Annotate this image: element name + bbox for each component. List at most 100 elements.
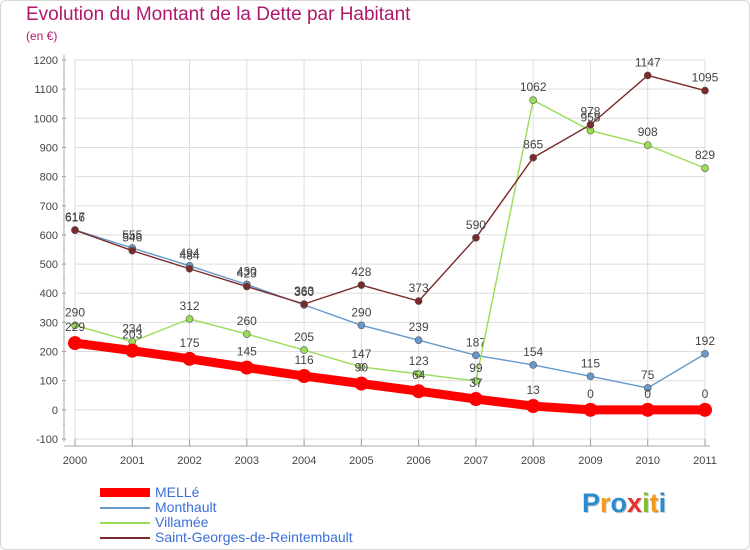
y-tick-label: 800: [40, 172, 58, 184]
data-point: [414, 370, 423, 378]
legend: MELLé Monthault Villamée Saint-Georges-d…: [100, 485, 353, 545]
data-label: 373: [409, 281, 429, 295]
data-point: [357, 363, 366, 371]
data-label: 1095: [692, 71, 719, 85]
data-label: 423: [237, 267, 257, 281]
data-point: [185, 315, 194, 323]
data-point: [472, 351, 480, 360]
series-line-0: [74, 338, 705, 415]
legend-label-villamee: Villamée: [155, 514, 209, 530]
data-label: 290: [351, 305, 371, 319]
data-label: 829: [695, 148, 715, 162]
data-point: [414, 297, 423, 305]
x-tick-label: 2003: [235, 455, 259, 467]
data-point: [643, 384, 652, 392]
x-tick-label: 2002: [177, 455, 201, 467]
data-label: 145: [237, 345, 257, 359]
data-label: 187: [466, 335, 486, 349]
data-label: 0: [702, 387, 709, 401]
data-point: [357, 321, 366, 330]
data-point: [586, 372, 595, 381]
legend-label-monthault: Monthault: [155, 499, 217, 515]
data-point: [300, 346, 308, 354]
y-tick-label: 700: [40, 201, 58, 213]
data-label: 978: [580, 105, 600, 119]
y-tick-label: 1000: [34, 113, 58, 125]
data-point: [643, 141, 652, 149]
data-point: [128, 246, 137, 255]
x-tick-label: 2005: [349, 455, 373, 467]
x-tick-label: 2011: [693, 455, 717, 467]
data-point: [357, 281, 366, 289]
series-line-2: [74, 99, 706, 382]
y-tick-label: 200: [40, 347, 58, 359]
x-tick-label: 2008: [521, 455, 545, 467]
data-point: [468, 392, 483, 407]
data-label: 360: [294, 285, 314, 299]
data-label: 192: [695, 334, 715, 348]
data-point: [300, 300, 308, 308]
y-tick-label: -100: [36, 434, 58, 446]
data-label: 37: [469, 376, 483, 390]
x-tick-label: 2004: [292, 455, 316, 467]
data-label: 312: [180, 299, 200, 313]
data-label: 154: [523, 345, 543, 359]
chart-subtitle: (en €): [26, 29, 58, 43]
data-label: 0: [644, 387, 651, 401]
x-tick-label: 2009: [578, 455, 602, 467]
data-label: 617: [65, 210, 85, 224]
data-point: [583, 402, 598, 417]
data-label: 260: [237, 314, 257, 328]
y-tick-label: 500: [40, 259, 58, 271]
data-point: [529, 153, 537, 162]
data-point: [239, 360, 254, 375]
legend-swatch-villamee: [100, 521, 150, 524]
data-label: 590: [466, 218, 486, 232]
data-point: [586, 120, 595, 129]
chart-title: Evolution du Montant de la Dette par Hab…: [26, 4, 411, 25]
y-tick-label: 100: [40, 376, 58, 388]
data-point: [414, 336, 423, 344]
y-tick-label: 900: [40, 142, 58, 154]
data-point: [529, 96, 537, 105]
proxiti-logo: Proxiti: [582, 488, 667, 518]
x-tick-label: 2010: [635, 455, 659, 467]
data-point: [701, 164, 709, 172]
data-label: 494: [180, 246, 200, 260]
data-label: 363: [294, 284, 314, 298]
legend-swatch-saint-georges: [100, 536, 150, 539]
y-tick-label: 1200: [34, 55, 58, 67]
legend-item-saint-georges: Saint-Georges-de-Reintembault: [100, 530, 353, 545]
data-point: [640, 402, 655, 417]
data-label: 175: [180, 336, 200, 350]
data-label: 546: [122, 231, 142, 245]
y-tick-label: 0: [52, 405, 58, 417]
data-point: [354, 376, 369, 391]
data-label: 64: [412, 368, 426, 382]
data-point: [472, 377, 480, 385]
data-label: 115: [581, 356, 600, 370]
legend-item-monthault: Monthault: [100, 500, 353, 515]
data-label: 229: [65, 320, 85, 334]
legend-label-saint-georges: Saint-Georges-de-Reintembault: [155, 529, 353, 545]
data-point: [297, 369, 312, 384]
series-line-1: [74, 229, 706, 389]
data-point: [71, 321, 79, 330]
x-tick-label: 2007: [464, 455, 488, 467]
data-point: [526, 399, 541, 414]
legend-item-melle: MELLé: [100, 485, 353, 500]
data-label: 430: [237, 264, 257, 278]
data-label: 428: [351, 265, 371, 279]
legend-swatch-monthault: [100, 506, 150, 509]
data-label: 75: [641, 368, 655, 382]
data-label: 203: [122, 328, 142, 342]
x-tick-label: 2001: [120, 455, 144, 467]
data-point: [182, 351, 197, 366]
data-label: 234: [122, 322, 142, 336]
data-label: 0: [587, 387, 594, 401]
data-point: [125, 343, 140, 358]
data-point: [71, 226, 79, 235]
data-point: [701, 86, 709, 95]
data-label: 484: [180, 249, 200, 263]
